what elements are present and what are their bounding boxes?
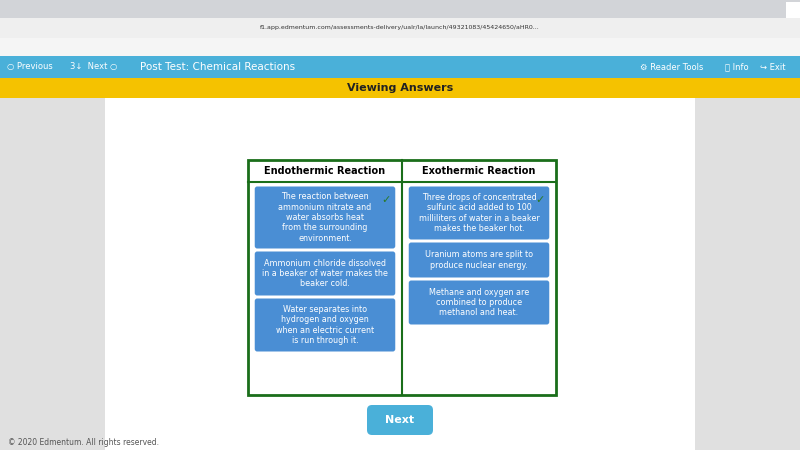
Text: Methane and oxygen are
combined to produce
methanol and heat.: Methane and oxygen are combined to produ… — [429, 288, 529, 317]
FancyBboxPatch shape — [0, 98, 105, 450]
FancyBboxPatch shape — [0, 98, 800, 450]
Text: ⚙ Reader Tools: ⚙ Reader Tools — [640, 63, 703, 72]
FancyBboxPatch shape — [0, 0, 800, 18]
Text: Water separates into
hydrogen and oxygen
when an electric current
is run through: Water separates into hydrogen and oxygen… — [276, 305, 374, 345]
FancyBboxPatch shape — [786, 2, 800, 18]
FancyBboxPatch shape — [695, 98, 800, 450]
FancyBboxPatch shape — [0, 38, 800, 56]
FancyBboxPatch shape — [254, 252, 395, 296]
FancyBboxPatch shape — [409, 186, 550, 239]
FancyBboxPatch shape — [254, 298, 395, 351]
Text: Viewing Answers: Viewing Answers — [347, 83, 453, 93]
Text: © 2020 Edmentum. All rights reserved.: © 2020 Edmentum. All rights reserved. — [8, 438, 159, 447]
Text: Endothermic Reaction: Endothermic Reaction — [265, 166, 386, 176]
FancyBboxPatch shape — [409, 280, 550, 324]
Text: ✓: ✓ — [535, 195, 545, 205]
Text: Three drops of concentrated
sulfuric acid added to 100
milliliters of water in a: Three drops of concentrated sulfuric aci… — [418, 193, 539, 233]
Text: ○ Previous: ○ Previous — [7, 63, 53, 72]
Text: Ammonium chloride dissolved
in a beaker of water makes the
beaker cold.: Ammonium chloride dissolved in a beaker … — [262, 259, 388, 288]
Text: The reaction between
ammonium nitrate and
water absorbs heat
from the surroundin: The reaction between ammonium nitrate an… — [278, 192, 372, 243]
Text: Uranium atoms are split to
produce nuclear energy.: Uranium atoms are split to produce nucle… — [425, 250, 533, 270]
FancyBboxPatch shape — [254, 186, 395, 248]
FancyBboxPatch shape — [0, 56, 800, 78]
FancyBboxPatch shape — [0, 18, 800, 38]
Text: ⓘ Info: ⓘ Info — [725, 63, 749, 72]
FancyBboxPatch shape — [0, 78, 800, 98]
FancyBboxPatch shape — [409, 243, 550, 278]
Text: ↪ Exit: ↪ Exit — [760, 63, 786, 72]
Text: f1.app.edmentum.com/assessments-delivery/ualr/la/launch/49321083/45424650/aHR0..: f1.app.edmentum.com/assessments-delivery… — [260, 26, 540, 31]
Text: 3↓  Next ○: 3↓ Next ○ — [70, 63, 118, 72]
FancyBboxPatch shape — [367, 405, 433, 435]
Text: Next: Next — [386, 415, 414, 425]
Text: Post Test: Chemical Reactions: Post Test: Chemical Reactions — [140, 62, 295, 72]
Text: ✓: ✓ — [382, 195, 390, 205]
FancyBboxPatch shape — [248, 160, 556, 395]
Text: Exothermic Reaction: Exothermic Reaction — [422, 166, 536, 176]
